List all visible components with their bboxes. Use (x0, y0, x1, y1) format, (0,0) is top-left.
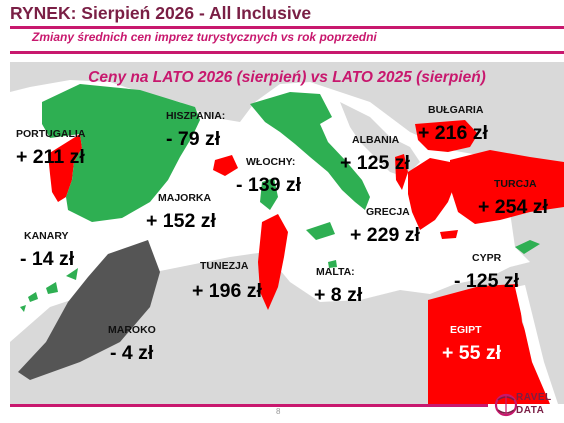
value-portugal: + 211 zł (16, 146, 85, 168)
greece-shape (408, 158, 458, 239)
label-malta: MALTA: (316, 266, 355, 278)
value-italy: - 139 zł (236, 174, 302, 196)
value-albania: + 125 zł (340, 152, 410, 174)
canary-islands (20, 268, 78, 312)
label-bulgaria: BUŁGARIA (428, 104, 484, 116)
italy-shape (250, 92, 370, 210)
label-canaries: KANARY (24, 230, 69, 242)
travel-data-logo: RAVEL DATA (494, 388, 558, 422)
sardinia-shape (260, 178, 278, 210)
value-cyprus: - 125 zł (454, 270, 520, 292)
mediterranean-map: Ceny na LATO 2026 (sierpień) vs LATO 202… (10, 62, 564, 404)
header-subtitle: Zmiany średnich cen imprez turystycznych… (32, 30, 377, 44)
value-bulgaria: + 216 zł (418, 122, 488, 144)
page-number: 8 (276, 407, 281, 416)
label-spain: HISZPANIA: (166, 110, 226, 122)
albania-shape (395, 154, 408, 190)
spain-shape (42, 84, 200, 222)
sicily-shape (306, 222, 335, 240)
header-rule (10, 51, 564, 54)
value-turkey: + 254 zł (478, 196, 548, 218)
footer-rule (10, 404, 488, 407)
map-graphic (10, 62, 564, 404)
logo-text-top: RAVEL (516, 392, 552, 403)
value-majorca: + 152 zł (146, 210, 216, 232)
red-sea (515, 285, 558, 404)
value-canaries: - 14 zł (20, 248, 75, 270)
label-turkey: TURCJA (494, 178, 537, 190)
value-spain: - 79 zł (166, 128, 221, 150)
value-tunisia: + 196 zł (192, 280, 262, 302)
tunisia-shape (258, 214, 288, 310)
top-rule (10, 26, 564, 29)
egypt-shape (428, 284, 550, 404)
logo-text-bottom: DATA (516, 405, 545, 416)
label-morocco: MAROKO (108, 324, 156, 336)
label-albania: ALBANIA (352, 134, 400, 146)
bulgaria-shape (415, 120, 478, 152)
malta-shape (328, 260, 337, 268)
label-italy: WŁOCHY: (246, 156, 296, 168)
header-title: RYNEK: Sierpień 2026 - All Inclusive (10, 3, 312, 23)
morocco-shape (18, 240, 160, 380)
label-cyprus: CYPR (472, 252, 502, 264)
logo-globe-icon (494, 393, 518, 417)
label-tunisia: TUNEZJA (200, 260, 249, 272)
portugal-shape (48, 134, 82, 202)
label-greece: GRECJA (366, 206, 410, 218)
map-title: Ceny na LATO 2026 (sierpień) vs LATO 202… (88, 69, 486, 86)
value-malta: + 8 zł (314, 284, 363, 306)
label-egypt: EGIPT (450, 324, 482, 336)
value-morocco: - 4 zł (110, 342, 154, 364)
label-majorca: MAJORKA (158, 192, 212, 204)
label-portugal: PORTUGALIA (16, 128, 86, 140)
majorca-shape (213, 155, 238, 176)
value-egypt: + 55 zł (442, 342, 502, 364)
value-greece: + 229 zł (350, 224, 420, 246)
land-north (10, 62, 564, 182)
cyprus-shape (515, 240, 540, 254)
turkey-shape (450, 150, 564, 224)
